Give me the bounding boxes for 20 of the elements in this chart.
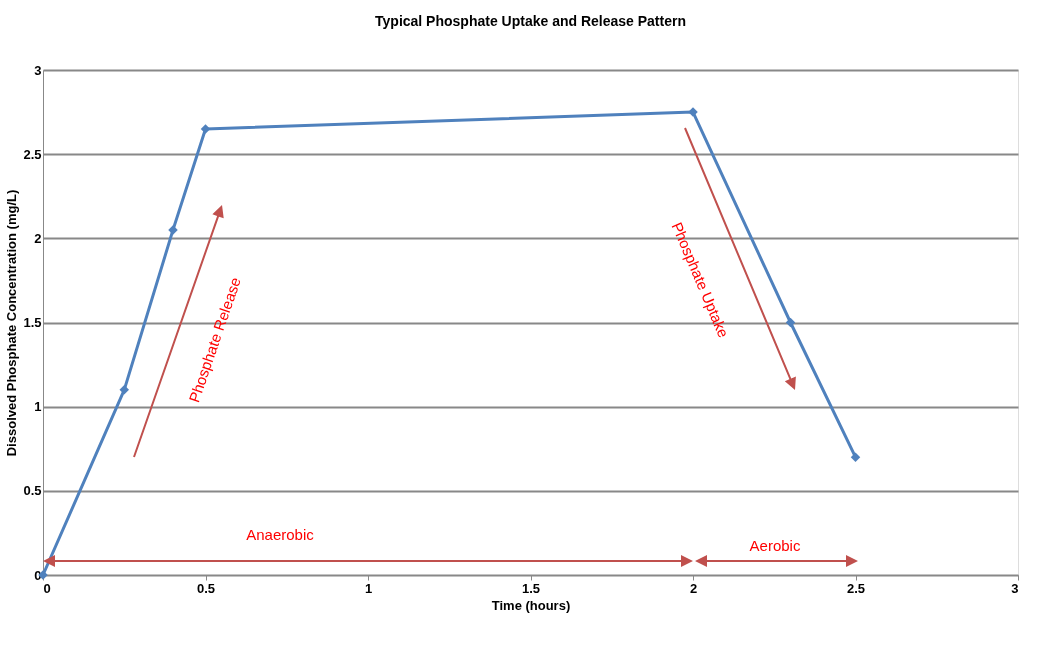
point [850, 452, 861, 462]
x-axis-title: Time (hours) [491, 597, 571, 613]
x-tick-label: 2.5 [846, 580, 866, 596]
annotation: Aerobic [749, 537, 801, 554]
chart-title: Typical Phosphate Uptake and Release Pattern [375, 13, 686, 29]
x-tick-label: 1.5 [521, 580, 541, 596]
x-tick-label: 2 [689, 580, 698, 596]
y-tick-label: 2 [34, 230, 42, 246]
y-tick-label: 1.5 [23, 315, 42, 330]
x-tick-label: 0.5 [196, 580, 216, 596]
y-tick-label: 3 [34, 62, 42, 78]
x-tick-label: 1 [364, 580, 373, 596]
y-tick-label: 2.5 [23, 146, 42, 162]
point [119, 385, 129, 395]
y-axis-title: Dissolved Phosphate Concentration (mg/L) [4, 189, 20, 457]
y-tick-label: 0.5 [23, 483, 42, 499]
y-tick-label: 1 [34, 399, 42, 415]
annotation: Anaerobic [246, 526, 315, 543]
point [785, 317, 796, 328]
x-tick-label: 3 [1011, 580, 1019, 596]
